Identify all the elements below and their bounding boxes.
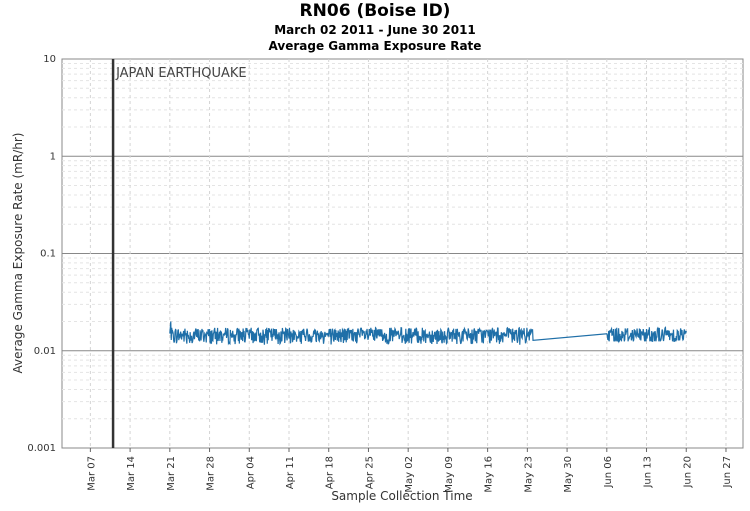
y-tick-label: 0.01 [34,346,56,357]
y-tick-label: 1 [50,151,56,162]
x-grid [89,59,727,452]
x-tick-label: Jun 20 [682,456,693,489]
chart-title: RN06 (Boise ID) [299,1,451,21]
series-group [169,321,687,346]
y-axis-label: Average Gamma Exposure Rate (mR/hr) [11,133,25,374]
x-axis-label: Sample Collection Time [331,489,472,503]
x-tick-label: May 23 [523,456,534,493]
x-tick-label: May 09 [444,456,455,493]
earthquake-annotation: JAPAN EARTHQUAKE [115,66,247,81]
chart-subtitle-measure: Average Gamma Exposure Rate [268,39,482,53]
gamma-rate-series-line [169,321,687,346]
x-tick-label: May 02 [404,456,415,493]
y-tick-label: 10 [43,54,56,65]
x-tick-label: Apr 04 [245,456,256,489]
chart-subtitle-dates: March 02 2011 - June 30 2011 [274,23,476,37]
x-tick-label: Mar 14 [126,456,137,491]
y-tick-labels: 10 1 0.1 0.01 0.001 [27,54,56,454]
x-tick-label: Apr 11 [285,456,296,489]
x-tick-label: Mar 07 [86,456,97,491]
x-tick-label: Jun 06 [603,456,614,489]
x-tick-label: Apr 25 [364,456,375,489]
major-grid [62,58,743,449]
y-tick-label: 0.1 [40,249,56,260]
x-tick-label: May 16 [484,456,495,493]
y-tick-label: 0.001 [27,443,56,454]
x-tick-label: Jun 13 [643,456,654,489]
x-tick-labels: Mar 07 Mar 14 Mar 21 Mar 28 Apr 04 Apr 11 Apr … [86,456,733,493]
x-tick-label: May 30 [563,456,574,493]
x-tick-label: Apr 18 [325,456,336,489]
x-tick-label: Mar 28 [206,456,217,491]
x-tick-label: Jun 27 [722,456,733,489]
x-tick-label: Mar 21 [166,456,177,491]
